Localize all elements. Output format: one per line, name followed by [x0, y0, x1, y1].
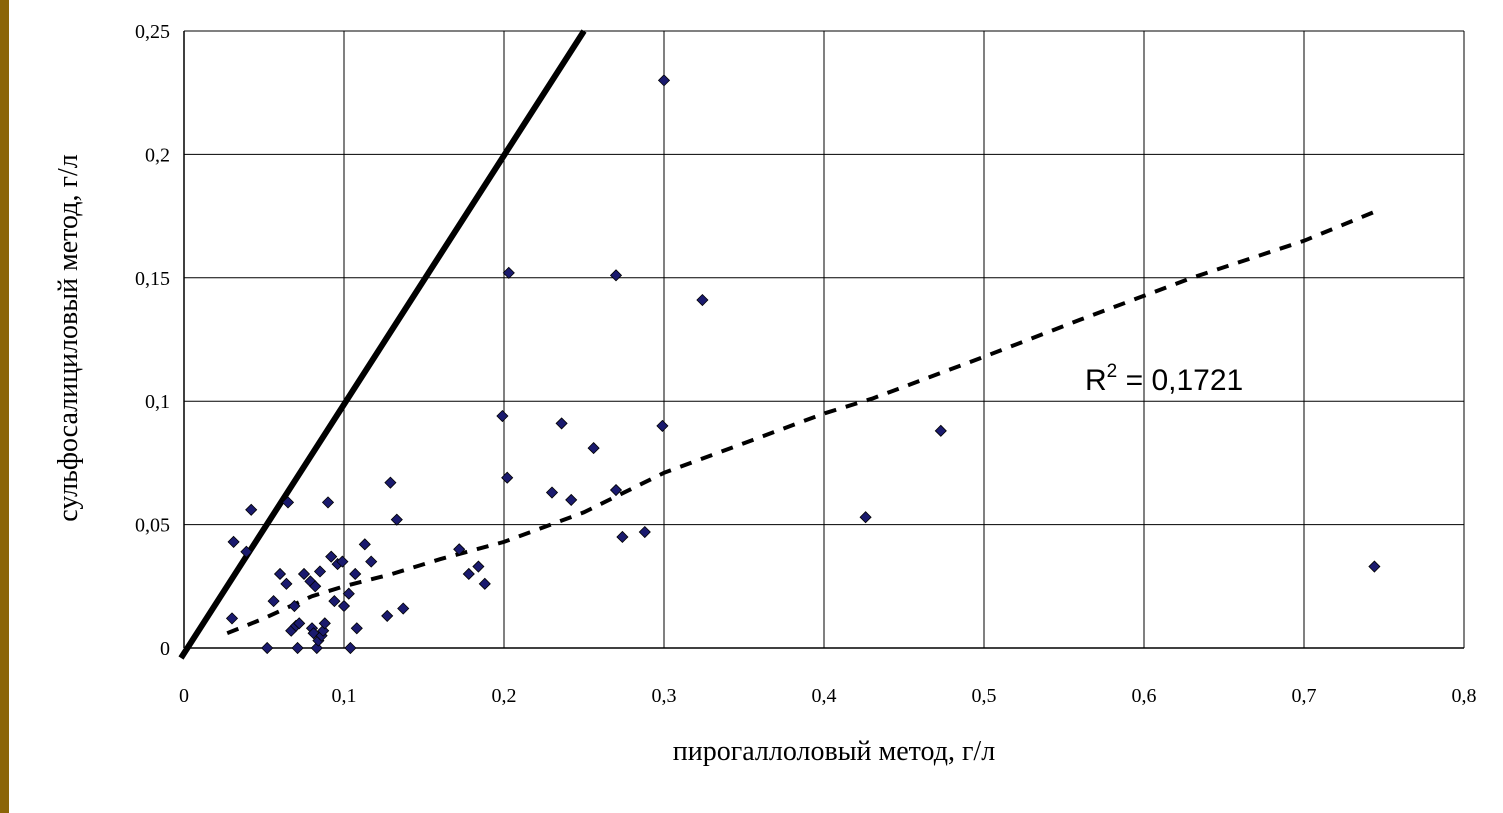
x-tick-label: 0,5: [972, 685, 997, 707]
x-tick-label: 0,4: [812, 685, 837, 707]
r-squared-superscript: 2: [1107, 361, 1118, 382]
x-tick-label: 0,2: [492, 685, 517, 707]
data-point: [381, 609, 394, 622]
r-squared-value: = 0,1721: [1117, 364, 1243, 397]
data-point: [288, 599, 301, 613]
data-point: [696, 293, 709, 307]
data-point: [318, 617, 331, 630]
data-point: [309, 580, 322, 593]
scatter-chart: 0 0,1 0,2 0,3 0,4 0,5 0,6 0,7 0,8 0 0,05 0,1 0,15 0,…: [53, 21, 1477, 767]
data-point: [384, 476, 397, 489]
data-point: [280, 577, 293, 590]
data-point: [225, 612, 239, 625]
data-point: [555, 417, 568, 430]
data-point: [934, 424, 947, 437]
data-point: [325, 550, 338, 563]
data-point: [545, 486, 559, 499]
data-point: [616, 530, 629, 544]
data-point: [321, 496, 335, 509]
data-point: [337, 599, 351, 613]
data-point: [342, 587, 355, 600]
data-point: [313, 565, 327, 578]
data-point: [291, 641, 304, 655]
data-point: [281, 496, 295, 509]
y-axis-title: сульфосалициловый метод, г/л: [53, 154, 84, 521]
x-tick-labels: 0 0,1 0,2 0,3 0,4 0,5 0,6 0,7 0,8: [179, 685, 1477, 707]
trendline: [226, 209, 1377, 636]
data-point: [502, 266, 515, 279]
x-tick-label: 0,7: [1292, 685, 1317, 707]
data-point: [657, 74, 671, 87]
grid-lines: [184, 30, 1465, 648]
data-point: [390, 513, 403, 526]
data-point: [358, 538, 371, 551]
data-point: [267, 595, 280, 608]
r-squared-base: R: [1085, 364, 1107, 397]
x-tick-label: 0,8: [1452, 685, 1477, 707]
data-point: [587, 442, 600, 455]
data-point: [261, 641, 274, 655]
y-tick-labels: 0 0,05 0,1 0,15 0,2 0,25: [135, 21, 170, 660]
data-point: [344, 641, 357, 655]
data-point: [472, 560, 485, 573]
data-point: [565, 493, 578, 506]
data-point: [365, 555, 378, 568]
y-tick-label: 0: [160, 638, 170, 660]
data-point: [496, 409, 509, 423]
axes: [183, 31, 1464, 649]
data-point: [336, 555, 349, 568]
x-tick-label: 0,6: [1132, 685, 1157, 707]
y-tick-label: 0,15: [135, 268, 170, 290]
data-point: [245, 503, 258, 516]
y-tick-label: 0,25: [135, 21, 170, 43]
x-tick-label: 0,1: [332, 685, 357, 707]
r-squared-annotation: R2 = 0,1721: [1085, 361, 1243, 397]
data-point: [656, 419, 669, 432]
data-point: [1368, 560, 1381, 573]
data-point: [297, 567, 311, 581]
data-points: [225, 74, 1381, 655]
reference-line: [178, 29, 587, 660]
data-point: [638, 525, 651, 539]
data-point: [349, 567, 362, 581]
data-point: [478, 577, 491, 590]
data-point: [501, 471, 514, 484]
data-point: [273, 567, 287, 581]
data-point: [609, 483, 623, 497]
x-tick-label: 0: [179, 685, 189, 707]
data-point: [240, 545, 253, 558]
data-point: [350, 622, 363, 635]
data-point: [293, 617, 306, 630]
data-point: [453, 543, 466, 556]
data-point: [859, 511, 872, 524]
data-point: [397, 602, 410, 615]
slide-canvas: 0 0,1 0,2 0,3 0,4 0,5 0,6 0,7 0,8 0 0,05 0,1 0,15 0,…: [9, 0, 1503, 813]
data-point: [462, 567, 475, 581]
data-point: [227, 535, 240, 548]
data-point: [328, 595, 341, 608]
y-tick-label: 0,2: [145, 144, 170, 166]
x-axis-title: пирогаллоловый метод, г/л: [673, 736, 995, 767]
lines: [178, 29, 1377, 660]
y-tick-label: 0,05: [135, 515, 170, 537]
data-point: [609, 269, 623, 282]
y-tick-label: 0,1: [145, 391, 170, 413]
x-tick-label: 0,3: [652, 685, 677, 707]
